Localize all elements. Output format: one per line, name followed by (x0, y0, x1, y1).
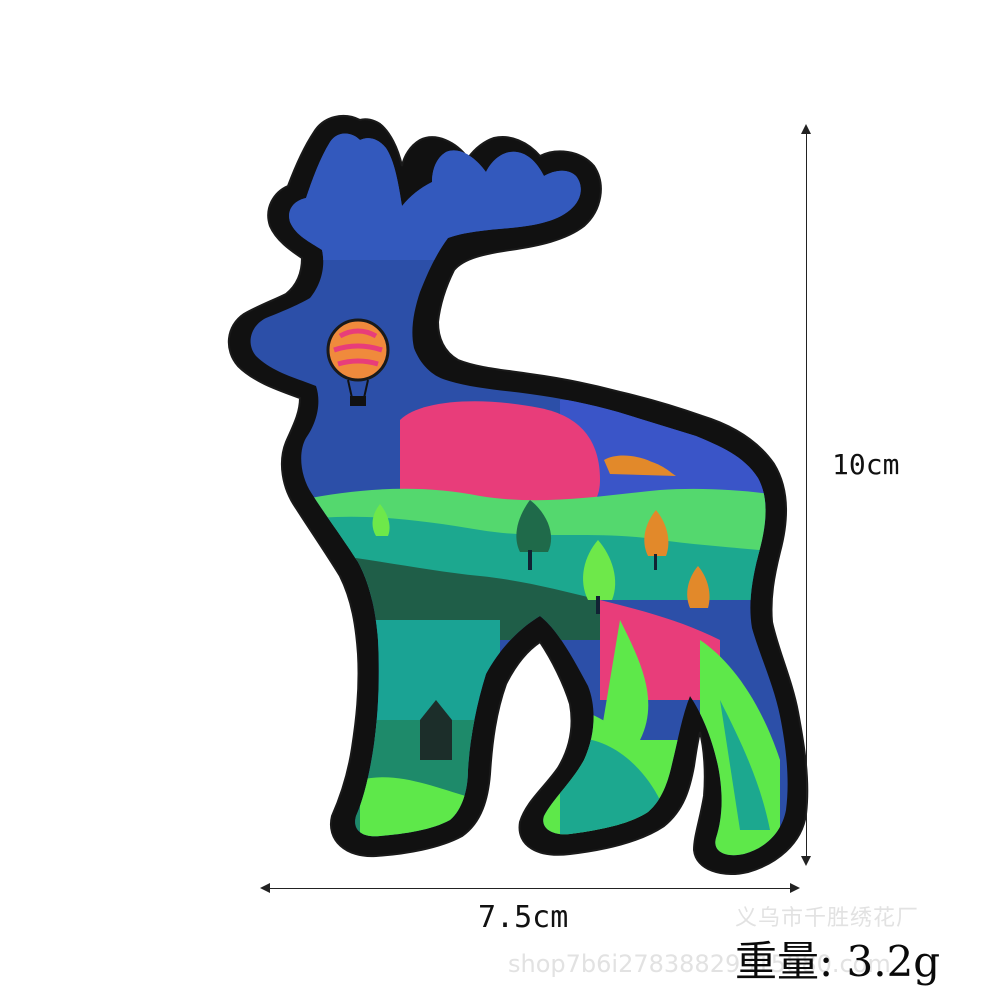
tree-icons (372, 500, 710, 614)
watermark-shop: shop7b6i27838829315880.com (508, 950, 891, 978)
width-dimension-line (260, 883, 800, 893)
height-label: 10cm (832, 448, 900, 481)
width-label: 7.5cm (478, 900, 569, 935)
height-dimension-line (801, 124, 811, 866)
hot-air-balloon-icon (326, 318, 390, 406)
watermark-maker: 义乌市千胜绣花厂 (735, 906, 920, 931)
weight-label: 重量: 3.2g (735, 937, 941, 986)
